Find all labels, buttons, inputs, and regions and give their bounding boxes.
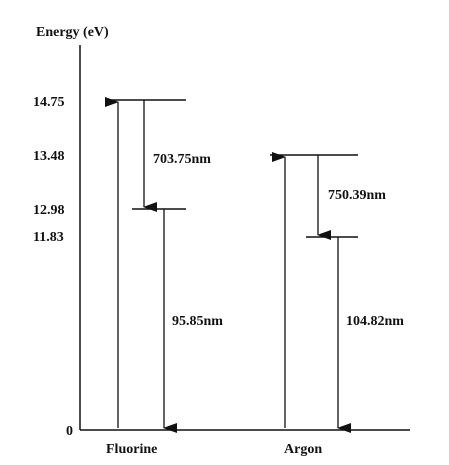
- fluorine-scheme: 703.75nm 95.85nm Fluorine: [105, 97, 223, 457]
- fluorine-lower-transition-label: 95.85nm: [172, 314, 223, 329]
- argon-upper-transition-label: 750.39nm: [328, 188, 386, 203]
- y-axis-label: Energy (eV): [36, 25, 109, 40]
- argon-label: Argon: [284, 442, 322, 457]
- fluorine-label: Fluorine: [106, 442, 157, 457]
- fluorine-upper-transition-label: 703.75nm: [153, 152, 211, 167]
- level-label-13-48: 13.48: [33, 149, 65, 164]
- level-label-14-75: 14.75: [33, 95, 65, 110]
- level-label-12-98: 12.98: [33, 203, 65, 218]
- argon-lower-transition-label: 104.82nm: [346, 314, 404, 329]
- argon-scheme: 750.39nm 104.82nm Argon: [270, 152, 404, 457]
- origin-label: 0: [66, 424, 73, 439]
- level-label-11-83: 11.83: [33, 230, 64, 245]
